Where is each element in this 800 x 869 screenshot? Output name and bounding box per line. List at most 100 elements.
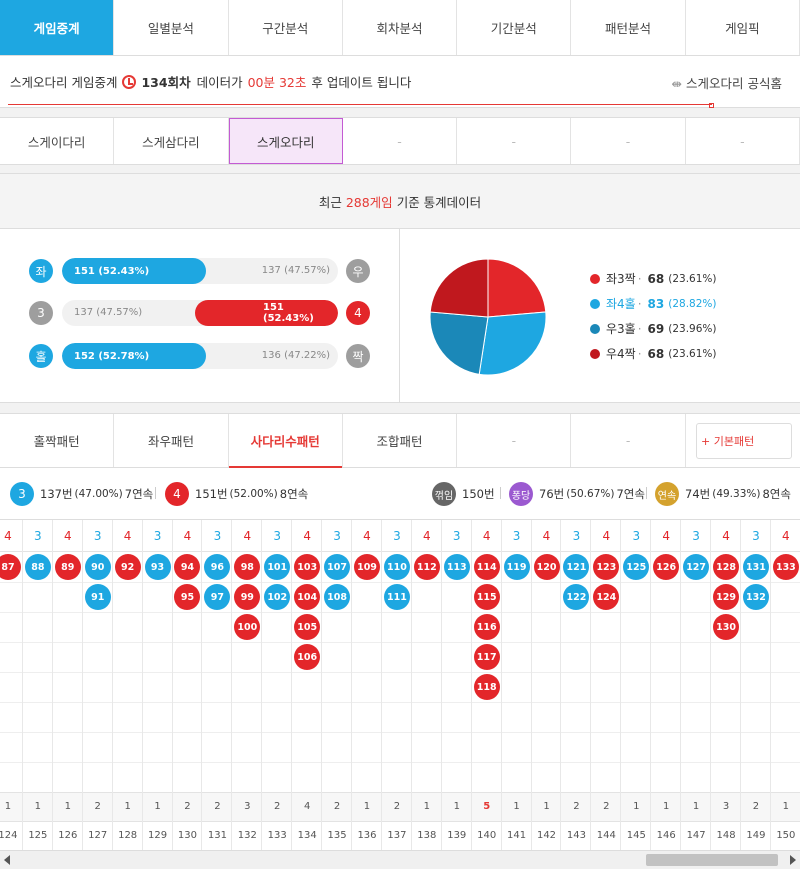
column-round: 141 [507, 830, 527, 841]
scroll-right-icon[interactable] [790, 855, 796, 865]
stats-heading-pre: 최근 [318, 194, 342, 210]
scroll-thumb[interactable] [646, 854, 778, 866]
column-count: 1 [782, 801, 790, 812]
nav-tab-3[interactable]: 회차분석 [343, 0, 458, 55]
break-badge: 꺾임 [432, 482, 456, 506]
pattern-ball: 114 [473, 554, 500, 580]
pattern-ball: 101 [264, 554, 291, 580]
pattern-ball: 117 [473, 644, 500, 670]
four-streak: 8연속 [279, 487, 309, 501]
column-count: 2 [333, 801, 341, 812]
game-tab-6[interactable]: - [686, 118, 800, 164]
column-head: 3 [752, 529, 760, 543]
column-count: 2 [184, 801, 191, 812]
pattern-ball: 88 [24, 554, 51, 580]
info-bar: 스게오다리 게임중계 134회차 데이터가 00분 32초 후 업데이트 됩니다… [0, 56, 800, 108]
grid-row-line [0, 612, 800, 613]
game-tabs: 스게이다리 스게삼다리 스게오다리 - - - - [0, 117, 800, 165]
pattern-ball: 110 [383, 554, 410, 580]
column-round: 147 [686, 830, 706, 841]
pattern-ball: 128 [713, 554, 740, 580]
pong-badge: 퐁당 [509, 482, 533, 506]
column-round: 135 [327, 830, 347, 841]
pattern-ball: 97 [204, 584, 231, 610]
grid-column [621, 520, 652, 850]
column-round: 140 [477, 830, 497, 841]
pie-slice-1 [478, 311, 547, 376]
game-tab-2[interactable]: 스게오다리 [228, 118, 343, 164]
column-head: 4 [782, 529, 790, 543]
basic-pattern-button[interactable]: + 기본패턴 [696, 423, 792, 459]
pattern-ball: 102 [264, 584, 291, 610]
nav-tab-5[interactable]: 패턴분석 [571, 0, 686, 55]
stat-bars: 좌 우 151 (52.43%) 137 (47.57%) 3 4 137 (47.57%)… [0, 229, 400, 403]
nav-tab-1[interactable]: 일별분석 [114, 0, 229, 55]
column-head: 4 [123, 529, 132, 543]
column-head: 4 [183, 529, 192, 543]
nav-tab-0[interactable]: 게임중계 [0, 0, 115, 55]
game-tab-5[interactable]: - [571, 118, 686, 164]
grid-row-line [0, 672, 800, 673]
pattern-ball: 113 [443, 554, 470, 580]
column-count: 1 [513, 801, 520, 812]
legend-value: 68 [647, 271, 665, 286]
summary-four: 4 151번 (52.00%) 8연속 [165, 482, 308, 506]
grid-column [472, 520, 502, 850]
pattern-ball: 92 [114, 554, 141, 580]
column-round: 136 [357, 830, 377, 841]
game-tab-1[interactable]: 스게삼다리 [114, 118, 229, 164]
four-count: 151번 [195, 487, 228, 501]
grid-row-line [0, 702, 800, 703]
pattern-ball: 121 [563, 554, 590, 580]
info-prefix: 스게오다리 게임중계 [10, 75, 118, 90]
pattern-tab-3[interactable]: 조합패턴 [343, 414, 458, 467]
nav-tab-6[interactable]: 게임픽 [686, 0, 800, 55]
game-tab-0[interactable]: 스게이다리 [0, 118, 115, 164]
pattern-ball: 111 [383, 584, 410, 610]
game-tab-4[interactable]: - [457, 118, 572, 164]
grid-column [651, 520, 682, 850]
pattern-tab-0[interactable]: 홀짝패턴 [0, 414, 115, 467]
pattern-ball: 89 [54, 554, 81, 580]
three-pct: (47.00%) [74, 488, 123, 500]
column-head: 4 [423, 529, 431, 543]
update-progress [8, 104, 712, 105]
pattern-tabs: 홀짝패턴 좌우패턴 사다리수패턴 조합패턴 - - + 기본패턴 [0, 413, 800, 468]
game-tab-3[interactable]: - [343, 118, 458, 164]
three-badge: 3 [10, 482, 34, 506]
pattern-tab-5[interactable]: - [571, 414, 686, 467]
official-home-link[interactable]: ⇼ 스게오다리 공식홈 [672, 73, 782, 92]
legend-value: 68 [647, 346, 665, 361]
summary-divider [500, 487, 501, 499]
pattern-ball: 115 [473, 584, 500, 610]
scroll-left-icon[interactable] [4, 855, 10, 865]
column-head: 4 [542, 529, 551, 543]
column-count: 1 [4, 801, 12, 812]
pattern-tab-4[interactable]: - [457, 414, 572, 467]
pattern-ball: 93 [144, 554, 171, 580]
stat-bar: 151 (52.43%) 137 (47.57%) [62, 258, 338, 284]
grid-column [532, 520, 562, 850]
legend-item: 좌3짝 · 68 (23.61%) [590, 270, 716, 287]
column-count: 1 [34, 801, 42, 812]
pattern-ball: 94 [174, 554, 201, 580]
nav-tab-4[interactable]: 기간분석 [457, 0, 572, 55]
pattern-ball: 98 [234, 554, 261, 580]
grid-column [561, 520, 592, 850]
column-head: 3 [34, 529, 42, 543]
pattern-tab-2[interactable]: 사다리수패턴 [228, 414, 343, 468]
column-round: 133 [267, 830, 287, 841]
summary-divider [155, 487, 156, 499]
nav-tab-2[interactable]: 구간분석 [229, 0, 343, 55]
horizontal-scrollbar[interactable] [0, 850, 800, 869]
column-round: 145 [626, 830, 646, 841]
stat-left-icon: 좌 [29, 259, 53, 283]
stat-bar: 152 (52.78%) 136 (47.22%) [62, 343, 338, 369]
legend-dot [590, 273, 600, 284]
column-count: 1 [543, 801, 550, 812]
grid-column [173, 520, 203, 850]
grid-header-row [0, 520, 800, 552]
legend-item: 우4짝 · 68 (23.61%) [590, 345, 716, 362]
pattern-tab-1[interactable]: 좌우패턴 [114, 414, 229, 467]
column-round: 148 [716, 830, 736, 841]
